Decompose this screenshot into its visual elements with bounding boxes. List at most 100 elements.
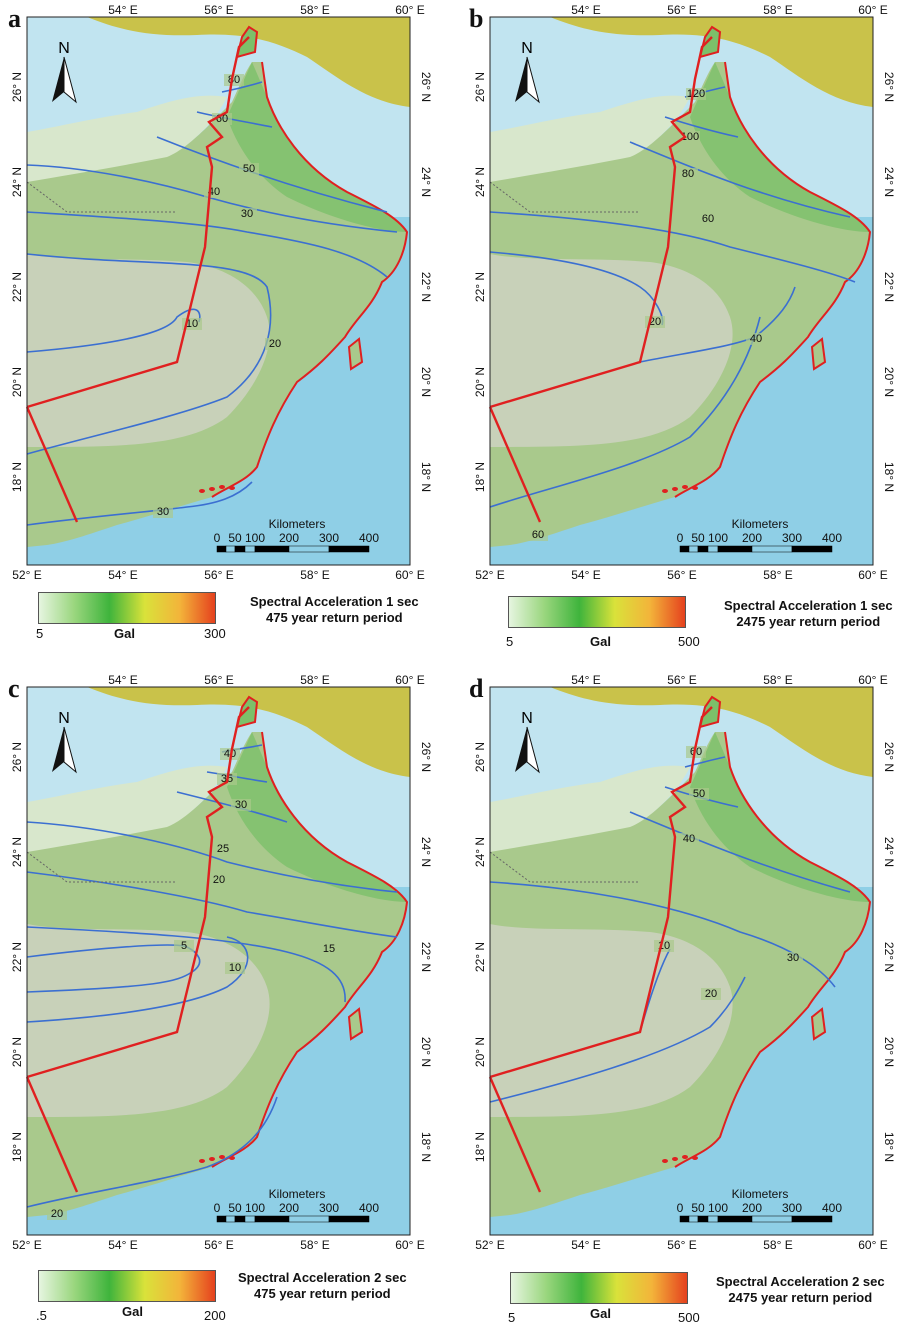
scale-segment xyxy=(216,1215,227,1223)
lat-tick-right: 22° N xyxy=(882,272,896,302)
lat-tick-right: 24° N xyxy=(882,167,896,197)
contour-label-bg xyxy=(225,962,245,974)
scale-segment xyxy=(697,545,709,553)
contour-label: 20 xyxy=(269,338,281,350)
color-scale-bar xyxy=(38,592,216,624)
contour-label: 20 xyxy=(705,988,717,1000)
lat-tick-left: 18° N xyxy=(10,1132,24,1162)
contour-label-bg xyxy=(209,874,229,886)
north-arrow-icon: N xyxy=(52,710,77,774)
lat-tick-right: 20° N xyxy=(419,1037,433,1067)
island-dot xyxy=(199,489,205,493)
lat-tick-left: 22° N xyxy=(10,272,24,302)
island-dot xyxy=(672,1157,678,1161)
lon-tick-top: 54° E xyxy=(108,3,137,17)
legend-unit: Gal xyxy=(590,1306,611,1321)
contour-label-bg xyxy=(153,506,173,518)
island-dot xyxy=(229,1156,235,1160)
contour-label-bg xyxy=(783,952,803,964)
scale-tick-label: 0 xyxy=(214,1201,221,1215)
masirah-island xyxy=(810,1007,827,1041)
legend-c: .5 Gal 200 Spectral Acceleration 2 sec 4… xyxy=(36,1270,448,1326)
interior-desert xyxy=(490,254,733,447)
lon-tick-top: 60° E xyxy=(395,3,424,17)
scale-tick-label: 50 xyxy=(691,1201,705,1215)
contour-label-bg xyxy=(220,748,240,760)
island-dot xyxy=(662,489,668,493)
lat-tick-right: 18° N xyxy=(419,1132,433,1162)
scale-tick-label: 300 xyxy=(319,531,339,545)
contour-line xyxy=(196,111,273,128)
lon-tick-top: 54° E xyxy=(571,673,600,687)
contour-label: 30 xyxy=(787,952,799,964)
contour-label: 60 xyxy=(702,213,714,225)
lon-tick-top: 60° E xyxy=(858,3,887,17)
contour-label-bg xyxy=(47,1208,67,1220)
color-scale-bar xyxy=(38,1270,216,1302)
legend-title-line2: 2475 year return period xyxy=(736,614,881,629)
map-border xyxy=(489,686,874,1236)
panel-letter: d xyxy=(469,674,484,703)
scale-title: Kilometers xyxy=(269,517,326,531)
lat-tick-right: 22° N xyxy=(419,272,433,302)
north-label: N xyxy=(521,40,533,57)
legend-b: 5 Gal 500 Spectral Acceleration 1 sec 24… xyxy=(506,596,908,652)
scale-bar: Kilometers 0 50 100 200 300 400 xyxy=(214,1187,379,1223)
contour-label-bg xyxy=(319,943,339,955)
lon-tick-top: 56° E xyxy=(667,673,696,687)
contour-line xyxy=(664,116,739,138)
contour-label-bg xyxy=(689,788,709,800)
contour-label: 15 xyxy=(323,943,335,955)
contour-line xyxy=(26,481,253,526)
lat-tick-left: 18° N xyxy=(473,462,487,492)
lon-tick-top: 60° E xyxy=(858,673,887,687)
lon-tick-bottom: 54° E xyxy=(108,1238,137,1252)
lat-tick-left: 24° N xyxy=(473,167,487,197)
north-arrow-icon: N xyxy=(515,40,540,104)
lon-tick-bottom: 52° E xyxy=(12,568,41,582)
lat-tick-right: 26° N xyxy=(882,72,896,102)
lat-tick-right: 20° N xyxy=(419,367,433,397)
lat-tick-right: 22° N xyxy=(882,942,896,972)
legend-min-value: 5 xyxy=(36,626,44,641)
lat-tick-left: 20° N xyxy=(10,1037,24,1067)
lon-tick-bottom: 52° E xyxy=(12,1238,41,1252)
legend-title-line1: Spectral Acceleration 2 sec xyxy=(238,1270,407,1285)
scale-tick-label: 50 xyxy=(228,1201,242,1215)
iran-landmass xyxy=(87,17,410,107)
contour-label-bg xyxy=(679,833,699,845)
contour-line xyxy=(26,211,388,278)
panel-letter: a xyxy=(8,4,21,33)
lat-tick-left: 20° N xyxy=(473,367,487,397)
scale-segment xyxy=(234,1215,246,1223)
contour-label-bg xyxy=(746,333,766,345)
masirah-island xyxy=(810,337,827,371)
panel-a: a xyxy=(0,0,450,660)
contour-line xyxy=(26,253,272,455)
north-label: N xyxy=(521,710,533,727)
lon-tick-bottom: 56° E xyxy=(204,1238,233,1252)
lat-tick-left: 26° N xyxy=(473,72,487,102)
panel-b: b xyxy=(463,0,913,660)
scale-segment xyxy=(328,545,370,553)
legend-max-value: 300 xyxy=(204,626,226,641)
lon-tick-top: 58° E xyxy=(300,673,329,687)
island-dot xyxy=(229,486,235,490)
contour-label: 5 xyxy=(181,940,187,952)
interior-desert xyxy=(27,254,270,447)
scale-bar: Kilometers 0 50 100 200 300 400 xyxy=(677,517,842,553)
lat-tick-right: 18° N xyxy=(882,1132,896,1162)
contour-label-bg xyxy=(701,988,721,1000)
island-dot xyxy=(692,1156,698,1160)
lat-tick-left: 20° N xyxy=(10,367,24,397)
lon-tick-bottom: 52° E xyxy=(475,1238,504,1252)
lon-tick-bottom: 56° E xyxy=(667,568,696,582)
scale-segment xyxy=(679,545,690,553)
lon-tick-bottom: 56° E xyxy=(204,568,233,582)
coastline xyxy=(674,731,872,1168)
color-scale-bar xyxy=(508,596,686,628)
contour-line xyxy=(684,756,726,768)
masirah-island xyxy=(347,1007,364,1041)
legend-title: Spectral Acceleration 1 sec 475 year ret… xyxy=(250,594,419,626)
